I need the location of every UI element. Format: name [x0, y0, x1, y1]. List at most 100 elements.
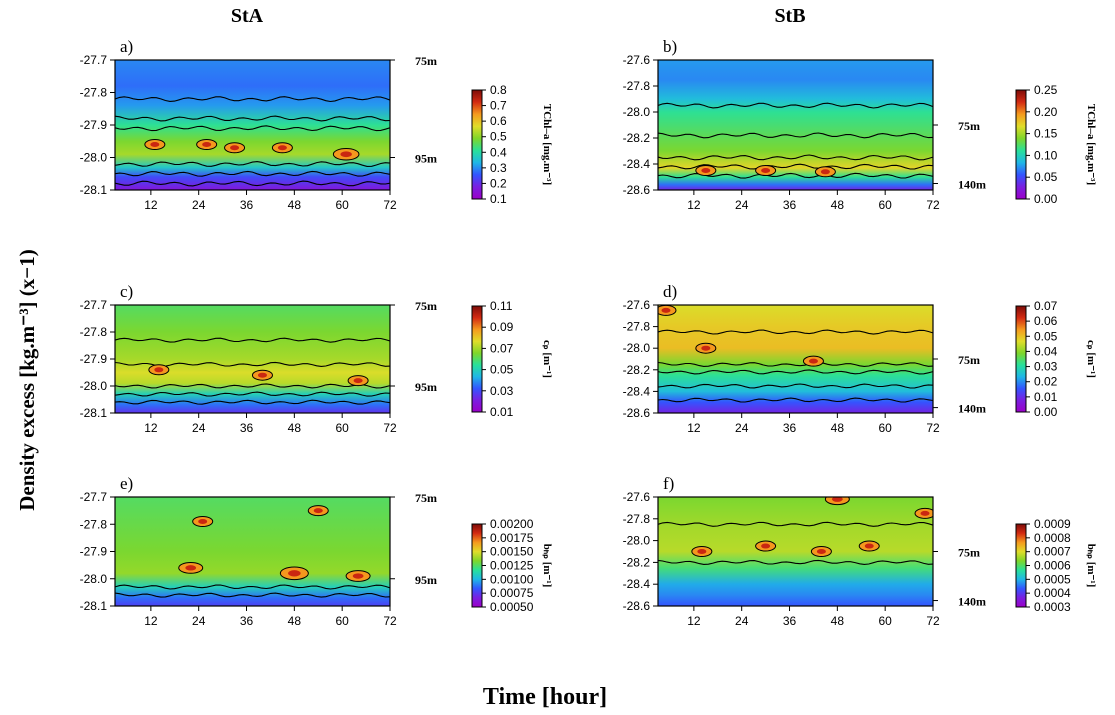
heatmap-features: [658, 102, 933, 179]
hotspot-core: [202, 142, 212, 147]
x-tick-label: 36: [783, 614, 797, 628]
contour-line: [115, 383, 390, 389]
colorbar-tick-label: 0.4: [490, 145, 507, 159]
y-tick-label: -27.8: [80, 86, 108, 100]
y-tick-label: -27.8: [80, 517, 108, 531]
x-tick-label: 48: [288, 421, 302, 435]
colorbar-tick-label: 0.7: [490, 99, 507, 113]
colorbar-label: bₕₚ [m⁻¹]: [541, 544, 553, 588]
colorbar-tick-label: 0.00150: [490, 545, 534, 559]
depth-label: 75m: [415, 491, 437, 505]
x-tick-label: 36: [240, 198, 254, 212]
y-tick-label: -27.8: [623, 512, 651, 526]
panel-label: b): [663, 37, 677, 56]
heatmap-features: [115, 96, 390, 187]
colorbar-tick-label: 0.07: [490, 341, 514, 355]
hotspot-core: [150, 142, 160, 147]
heatmap-features: [115, 505, 390, 598]
colorbar-tick-label: 0.0003: [1034, 600, 1071, 614]
contour-line: [658, 369, 933, 375]
hotspot-core: [154, 367, 164, 373]
station-title-a: StA: [231, 5, 264, 27]
colorbar-tick-label: 0.0005: [1034, 572, 1071, 586]
x-tick-label: 72: [383, 614, 397, 628]
hotspot-core: [185, 565, 197, 571]
depth-label: 75m: [958, 353, 980, 367]
colorbar-tick-label: 0.11: [490, 299, 513, 313]
panel-label: f): [663, 474, 674, 493]
y-tick-label: -27.8: [623, 79, 651, 93]
x-tick-label: 24: [735, 198, 749, 212]
colorbar-tick-label: 0.03: [1034, 360, 1058, 374]
colorbar-tick-label: 0.8: [490, 83, 507, 97]
colorbar-tick-label: 0.00200: [490, 517, 534, 531]
x-tick-label: 60: [878, 421, 892, 435]
y-tick-label: -28.0: [623, 105, 651, 119]
colorbar: [471, 305, 483, 413]
colorbar: [1015, 523, 1027, 608]
x-tick-label: 72: [926, 614, 940, 628]
depth-label: 75m: [958, 119, 980, 133]
depth-label: 95m: [415, 380, 437, 394]
x-tick-label: 12: [144, 421, 158, 435]
colorbar-tick-label: 0.05: [1034, 170, 1058, 184]
x-tick-label: 24: [192, 421, 206, 435]
colorbar: [1015, 89, 1027, 200]
contour-line: [658, 154, 933, 161]
colorbar-tick-label: 0.5: [490, 130, 507, 144]
x-tick-label: 48: [288, 198, 302, 212]
hotspot-core: [230, 145, 240, 151]
y-tick-label: -28.6: [623, 183, 651, 197]
hotspot-core: [340, 151, 352, 158]
colorbar-tick-label: 0.05: [490, 363, 514, 377]
heatmap-field: [115, 305, 390, 413]
hotspot-core: [277, 145, 287, 151]
colorbar-tick-label: 0.00: [1034, 405, 1058, 419]
colorbar-tick-label: 0.0008: [1034, 531, 1071, 545]
colorbar-tick-label: 0.2: [490, 176, 507, 190]
contour-line: [115, 584, 390, 590]
contour-line: [115, 96, 390, 103]
contour-line: [115, 399, 390, 405]
x-tick-label: 72: [926, 421, 940, 435]
depth-label: 140m: [958, 402, 986, 416]
x-tick-label: 12: [687, 614, 701, 628]
contour-line: [658, 383, 933, 389]
hotspot-core: [808, 358, 818, 364]
x-tick-label: 48: [831, 421, 845, 435]
depth-label: 75m: [958, 546, 980, 560]
contour-line: [115, 161, 390, 167]
colorbar-tick-label: 0.6: [490, 114, 507, 128]
x-tick-label: 36: [240, 614, 254, 628]
x-tick-label: 24: [192, 198, 206, 212]
colorbar-tick-label: 0.06: [1034, 314, 1058, 328]
x-tick-label: 36: [783, 198, 797, 212]
colorbar-label: TChl–a [mg.m⁻³]: [1085, 104, 1097, 185]
colorbar-tick-label: 0.00: [1034, 192, 1058, 206]
y-tick-label: -28.6: [623, 406, 651, 420]
x-tick-label: 12: [144, 198, 158, 212]
y-tick-label: -28.1: [80, 183, 108, 197]
hotspot-core: [864, 543, 874, 549]
colorbar-tick-label: 0.3: [490, 161, 507, 175]
x-tick-label: 72: [926, 198, 940, 212]
y-tick-label: -28.1: [80, 599, 108, 613]
colorbar-tick-label: 0.25: [1034, 83, 1058, 97]
y-tick-label: -27.6: [623, 53, 651, 67]
x-tick-label: 24: [735, 421, 749, 435]
colorbar-label: cₚ [m⁻¹]: [1085, 340, 1097, 378]
x-tick-label: 60: [335, 421, 349, 435]
y-tick-label: -27.7: [80, 490, 108, 504]
y-tick-label: -27.9: [80, 352, 108, 366]
depth-label: 140m: [958, 595, 986, 609]
panel-c: c) -27.7 -27.8 -27.9 -28.0 -28.1 12 24 36 48 60 72 7…: [80, 282, 553, 435]
colorbar-tick-label: 0.07: [1034, 299, 1058, 313]
panel-a: a) -27.7 -27.8 -27.9 -28.0 -28.1 12 24 36 48 60 72 7…: [80, 37, 553, 212]
panel-label: a): [120, 37, 133, 56]
y-tick-label: -28.0: [80, 379, 108, 393]
contour-line: [115, 125, 390, 132]
colorbar-tick-label: 0.00125: [490, 559, 534, 573]
x-tick-label: 12: [687, 198, 701, 212]
contour-line: [658, 521, 933, 527]
